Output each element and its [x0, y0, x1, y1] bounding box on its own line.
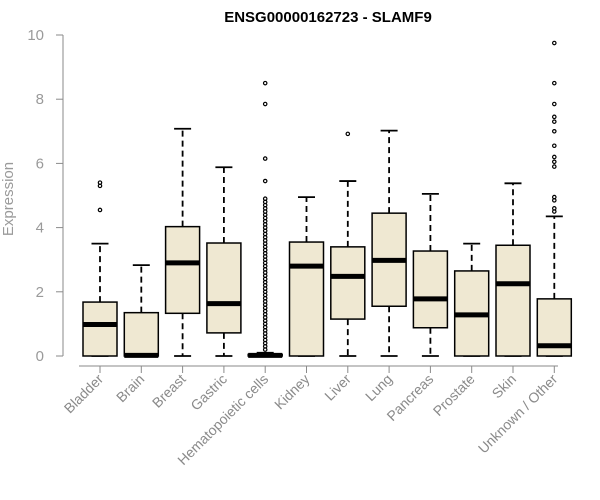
outlier-point	[262, 178, 268, 184]
y-tick-label: 2	[36, 284, 44, 301]
box-iqr	[412, 250, 449, 329]
box-hematopoietic-cells	[247, 80, 283, 358]
y-ticks: 0 2 4 6 8 10	[27, 27, 63, 365]
box-iqr	[495, 244, 531, 357]
y-tick-label: 6	[36, 155, 44, 172]
box-bladder	[82, 180, 118, 357]
box-gastric	[206, 166, 242, 357]
x-tick-label: Prostate	[430, 371, 478, 419]
y-axis-label: Expression	[0, 162, 17, 236]
outlier-point	[551, 80, 557, 86]
y-tick-label: 4	[36, 220, 44, 237]
box-prostate	[453, 242, 490, 357]
x-tick-label: Lung	[362, 371, 395, 404]
outlier-point	[262, 156, 268, 161]
box-brain	[123, 264, 160, 358]
box-iqr	[330, 246, 366, 320]
outlier-point	[551, 159, 557, 165]
x-tick-label: Brain	[113, 371, 147, 405]
box-series	[82, 40, 573, 358]
outlier-point	[551, 194, 557, 200]
outlier-point	[551, 129, 557, 134]
y-tick-label: 8	[36, 91, 44, 108]
box-unknown-other	[536, 40, 573, 357]
box-iqr	[288, 241, 325, 357]
box-iqr	[164, 225, 201, 315]
y-tick-label: 0	[36, 348, 44, 365]
x-tick-label: Liver	[321, 371, 354, 404]
outlier-point	[97, 207, 103, 213]
outlier-point	[551, 143, 557, 149]
x-tick-label: Kidney	[271, 371, 313, 413]
box-kidney	[288, 196, 325, 357]
outlier-point	[551, 119, 557, 124]
outlier-point	[551, 154, 557, 160]
outlier-point	[345, 131, 351, 137]
x-tick-label: Skin	[489, 371, 520, 402]
box-liver	[330, 131, 366, 357]
outlier-point	[551, 40, 557, 46]
outlier-point	[262, 101, 268, 107]
y-tick-label: 10	[27, 27, 44, 44]
outlier-point	[97, 180, 103, 185]
x-tick-label: Breast	[149, 371, 189, 411]
chart-title: ENSG00000162723 - SLAMF9	[224, 9, 432, 26]
outlier-point	[262, 80, 268, 86]
box-iqr	[82, 301, 118, 357]
box-iqr	[123, 311, 160, 357]
outlier-point	[551, 101, 557, 107]
box-pancreas	[412, 192, 449, 357]
box-skin	[495, 182, 531, 357]
outlier-point	[551, 114, 557, 120]
outlier-point	[551, 206, 557, 211]
outlier-point	[262, 196, 268, 202]
x-tick-label: Bladder	[61, 371, 107, 417]
box-iqr	[206, 242, 242, 334]
box-breast	[164, 127, 201, 357]
box-lung	[371, 129, 407, 357]
outlier-point	[551, 164, 557, 169]
